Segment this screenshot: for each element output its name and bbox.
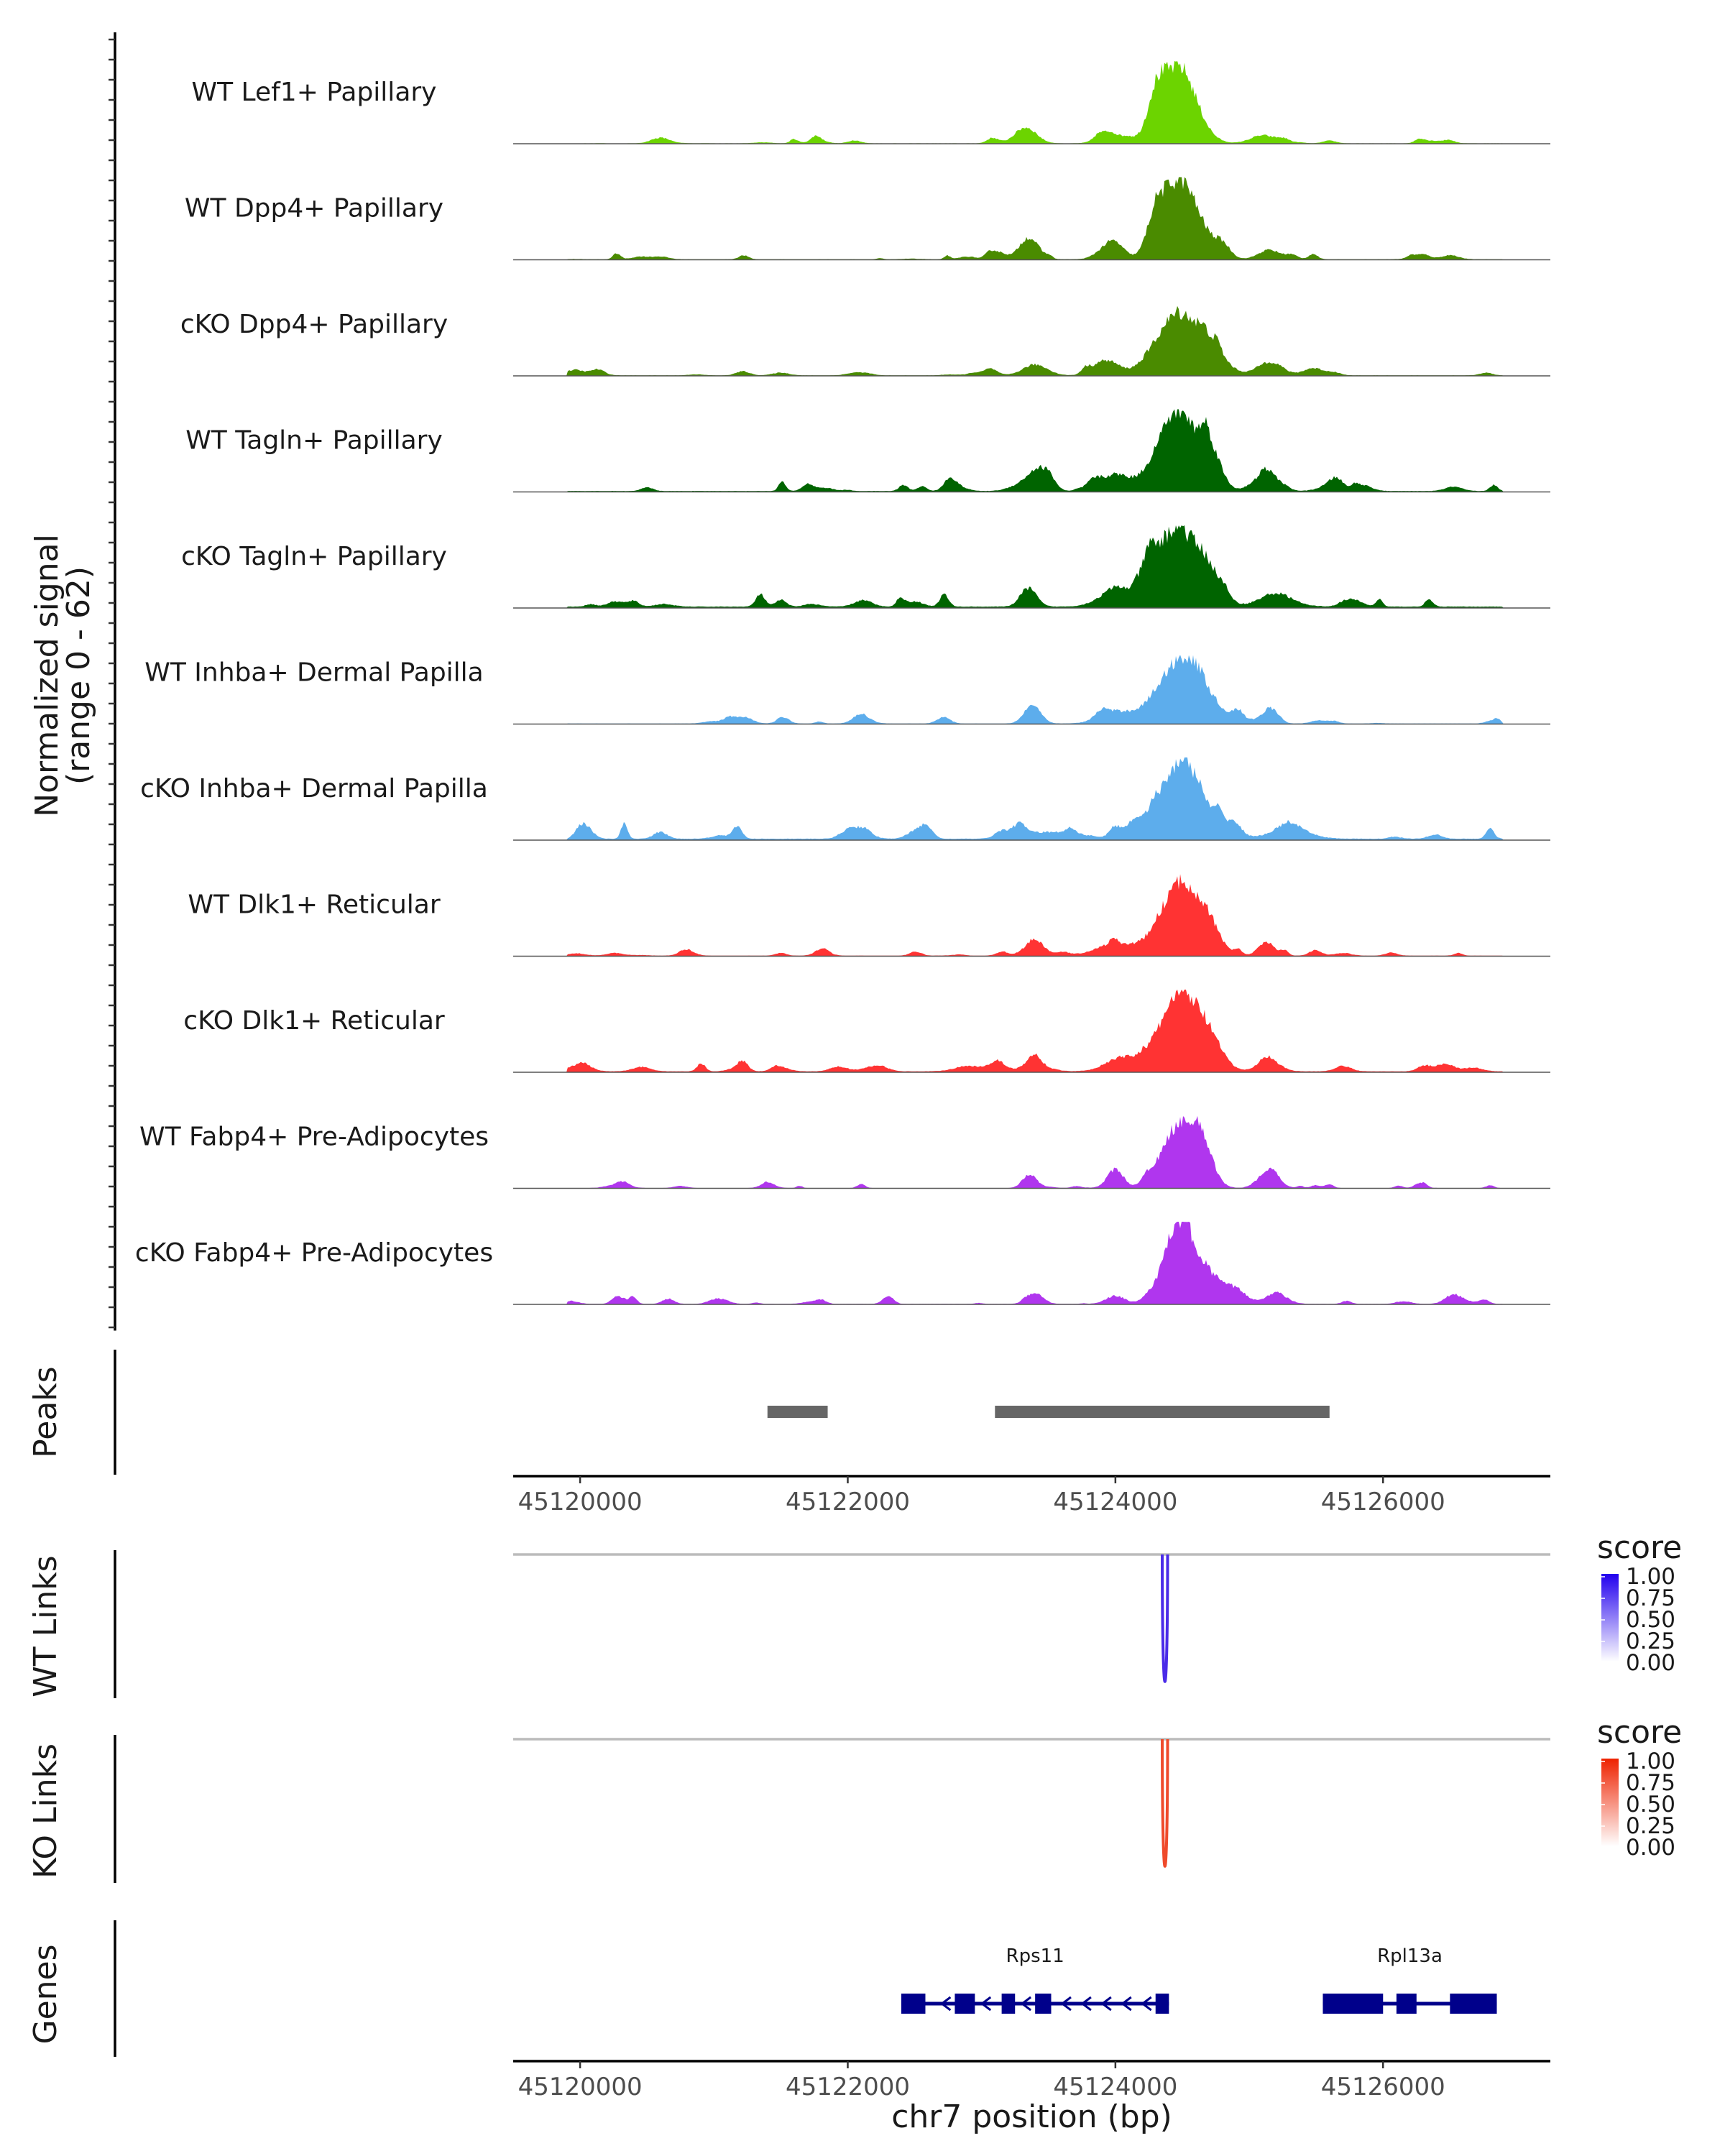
genes-x-tick-label: 45124000	[1053, 2073, 1177, 2101]
coverage-y-label-line1: Normalized signal	[29, 534, 65, 817]
track-label-cko-dlk1-reticular: cKO Dlk1+ Reticular	[183, 1006, 445, 1036]
gene-strand-arrow-rps11	[1100, 1996, 1112, 2012]
wt-links-legend-colorbar	[1601, 1574, 1619, 1662]
track-label-wt-dlk1-reticular: WT Dlk1+ Reticular	[188, 890, 440, 920]
gene-exon-rps11	[1155, 1994, 1169, 2014]
coverage-signal-cko-fabp4-pre-adipocytes	[513, 1222, 1550, 1304]
gene-strand-arrow-rps11	[1121, 1996, 1132, 2012]
gene-strand-arrow-rps11	[1141, 1996, 1152, 2012]
ko-links-legend-title: score	[1597, 1714, 1682, 1751]
coverage-signal-wt-dlk1-reticular	[513, 874, 1550, 957]
ko-links-legend-tick-label: 0.25	[1626, 1813, 1675, 1839]
genes-x-tick-label: 45120000	[518, 2073, 643, 2101]
peak-region-1	[767, 1406, 828, 1418]
wt-links-legend-tick-label: 1.00	[1626, 1564, 1675, 1590]
ko-links-legend-colorbar	[1601, 1759, 1619, 1846]
gene-strand-arrow-rps11	[980, 1996, 992, 2012]
wt-links-legend-title: score	[1597, 1529, 1682, 1566]
track-label-cko-dpp4-papillary: cKO Dpp4+ Papillary	[180, 310, 448, 339]
track-label-wt-inhba-dermal-papilla: WT Inhba+ Dermal Papilla	[144, 658, 483, 688]
ko-links-legend-tick-label: 0.00	[1626, 1835, 1675, 1861]
coverage-signal-cko-dlk1-reticular	[513, 990, 1550, 1072]
track-label-cko-inhba-dermal-papilla: cKO Inhba+ Dermal Papilla	[140, 774, 488, 803]
genes-x-tick-label: 45122000	[786, 2073, 910, 2101]
coverage-signal-wt-dpp4-papillary	[513, 177, 1550, 260]
gene-strand-arrow-rps11	[1080, 1996, 1092, 2012]
ko-links-legend-tick-label: 1.00	[1626, 1749, 1675, 1774]
wt-links-legend-tick-label: 0.50	[1626, 1607, 1675, 1633]
track-label-cko-tagln-papillary: cKO Tagln+ Papillary	[181, 542, 447, 571]
x-axis-title: chr7 position (bp)	[891, 2099, 1172, 2135]
ko-links-track-label: KO Links	[27, 1743, 64, 1879]
peaks-track-label: Peaks	[27, 1366, 64, 1457]
gene-name-rpl13a: Rpl13a	[1377, 1945, 1443, 1967]
peaks-x-tick-label: 45124000	[1053, 1488, 1177, 1516]
gene-exon-rpl13a	[1322, 1994, 1384, 2014]
ko-links-link-arc-1	[1161, 1738, 1169, 1868]
gene-exon-rps11	[954, 1994, 975, 2014]
gene-exon-rps11	[901, 1994, 926, 2014]
gene-exon-rps11	[1035, 1994, 1052, 2014]
gene-strand-arrow-rps11	[1060, 1996, 1072, 2012]
coverage-signal-cko-dpp4-papillary	[513, 305, 1550, 376]
peaks-x-tick-label: 45122000	[786, 1488, 910, 1516]
track-label-cko-fabp4-pre-adipocytes: cKO Fabp4+ Pre-Adipocytes	[135, 1238, 493, 1268]
coverage-y-label-line2: (range 0 - 62)	[60, 566, 97, 785]
coverage-signal-cko-tagln-papillary	[513, 525, 1550, 608]
gene-exon-rpl13a	[1450, 1994, 1497, 2014]
gene-name-rps11: Rps11	[1006, 1945, 1064, 1967]
gene-strand-arrow-rps11	[1020, 1996, 1032, 2012]
peaks-x-tick-label: 45126000	[1321, 1488, 1445, 1516]
wt-links-link-arc-1	[1161, 1554, 1169, 1683]
track-label-wt-dpp4-papillary: WT Dpp4+ Papillary	[185, 194, 443, 224]
track-label-wt-tagln-papillary: WT Tagln+ Papillary	[185, 426, 443, 456]
gene-strand-arrow-rps11	[939, 1996, 952, 2012]
track-label-wt-lef1-papillary: WT Lef1+ Papillary	[192, 78, 437, 107]
track-label-wt-fabp4-pre-adipocytes: WT Fabp4+ Pre-Adipocytes	[139, 1123, 489, 1152]
wt-links-legend-tick-label: 0.25	[1626, 1628, 1675, 1654]
gene-exon-rpl13a	[1396, 1994, 1417, 2014]
peaks-x-tick-label: 45120000	[518, 1488, 643, 1516]
peak-region-2	[995, 1406, 1330, 1418]
coverage-signal-cko-inhba-dermal-papilla	[513, 757, 1550, 840]
coverage-signal-wt-fabp4-pre-adipocytes	[513, 1115, 1550, 1189]
ko-links-legend-tick-label: 0.75	[1626, 1770, 1675, 1796]
genes-track-label: Genes	[27, 1944, 64, 2044]
coverage-signal-wt-lef1-papillary	[513, 61, 1550, 144]
coverage-signal-wt-inhba-dermal-papilla	[513, 655, 1550, 724]
wt-links-legend-tick-label: 0.75	[1626, 1585, 1675, 1611]
ko-links-legend-tick-label: 0.50	[1626, 1792, 1675, 1818]
gene-exon-rps11	[1001, 1994, 1016, 2014]
genes-x-tick-label: 45126000	[1321, 2073, 1445, 2101]
coverage-y-label: Normalized signal(range 0 - 62)	[29, 534, 97, 817]
wt-links-track-label: WT Links	[27, 1555, 64, 1697]
wt-links-legend-tick-label: 0.00	[1626, 1650, 1675, 1676]
coverage-signal-wt-tagln-papillary	[513, 409, 1550, 492]
